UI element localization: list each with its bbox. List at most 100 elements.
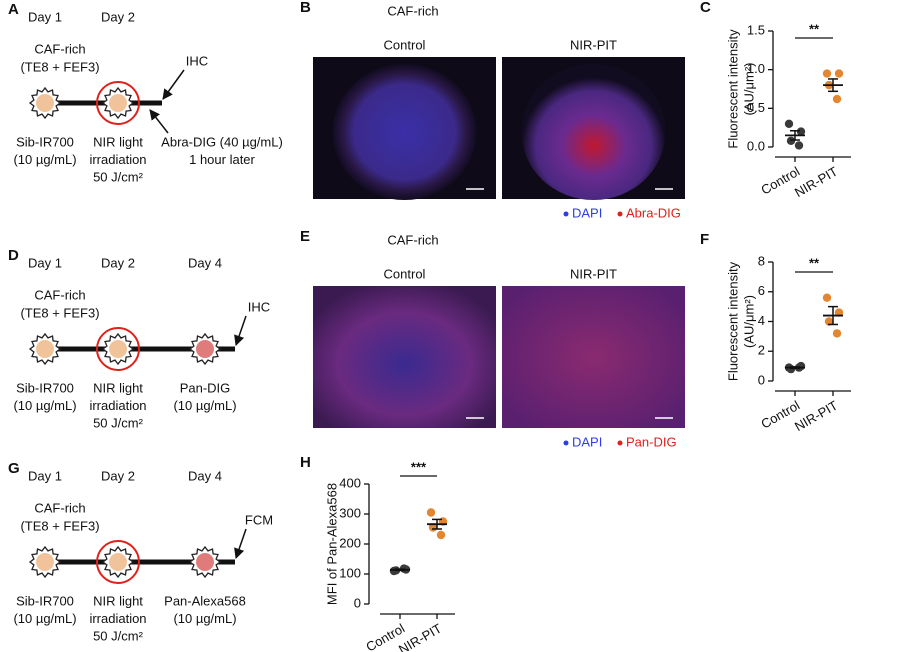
y-axis-label: MFI of Pan-Alexa568 [324,483,339,605]
day-label: Day 1 [28,468,62,483]
cell-body [109,553,127,571]
cell-body [36,94,54,112]
panel-label: F [700,231,709,248]
legend-label: DAPI [572,434,602,449]
day-label: Day 2 [101,468,135,483]
legend-label: Pan-DIG [626,434,677,449]
step-label: (10 µg/mL) [173,611,236,626]
day-label: Day 2 [101,9,135,24]
legend-dot [563,211,569,217]
day-label: Day 4 [188,468,222,483]
y-tick-label: 8 [758,253,765,268]
x-tick-label: NIR-PIT [792,164,840,200]
step-label: Sib-IR700 [16,593,74,608]
data-point [794,141,804,150]
x-tick-label: NIR-PIT [396,621,444,652]
readout-label: IHC [248,299,270,314]
panel-title: CAF-rich [387,3,438,18]
step-label: irradiation [89,398,146,413]
y-tick-label: 200 [339,535,361,550]
legend-dot [617,211,623,217]
irradiation-ring [96,540,140,584]
day-label: Day 2 [101,255,135,270]
data-point [784,119,794,128]
step-label: Sib-IR700 [16,134,74,149]
data-point [426,508,436,517]
x-tick-label: NIR-PIT [792,398,840,434]
cell-body [109,340,127,358]
data-point [822,293,832,302]
panel-label: G [8,460,20,477]
arrow [234,528,247,559]
panel-label: H [300,454,311,471]
y-tick-label: 0 [758,372,765,387]
probe-label: Abra-DIG (40 µg/mL) [161,134,283,149]
cell-body [109,94,127,112]
step-label: Pan-DIG [180,380,231,395]
cell-body [196,553,214,571]
arrow [149,109,169,134]
y-tick-label: 0.5 [747,100,765,115]
micrograph [313,286,496,428]
step-label: (10 µg/mL) [173,398,236,413]
y-tick-label: 400 [339,475,361,490]
data-point [786,136,796,146]
cell-body [36,553,54,571]
day-label: Day 1 [28,255,62,270]
y-tick-label: 6 [758,283,765,298]
step-label: irradiation [89,611,146,626]
readout-label: FCM [245,512,273,527]
cell-body [36,340,54,358]
column-label: NIR-PIT [570,266,617,281]
step-label: Pan-Alexa568 [164,593,246,608]
step-label: 50 J/cm² [93,415,144,430]
culture-label: (TE8 + FEF3) [20,518,99,533]
y-tick-label: 1.5 [747,22,765,37]
irradiation-ring [96,327,140,371]
data-point [834,69,844,78]
readout-label: IHC [186,53,208,68]
step-label: (10 µg/mL) [13,611,76,626]
legend-label: DAPI [572,205,602,220]
column-label: NIR-PIT [570,37,617,52]
micrograph [502,286,685,428]
cell-body [196,340,214,358]
data-point [832,94,842,104]
significance-label: ** [809,255,820,270]
step-label: NIR light [93,380,143,395]
y-tick-label: 0.0 [747,138,765,153]
y-axis-label: Fluorescent intensity [725,29,740,149]
y-tick-label: 4 [758,313,765,328]
step-label: 50 J/cm² [93,169,144,184]
day-label: Day 1 [28,9,62,24]
probe-label: 1 hour later [189,152,255,167]
step-label: (10 µg/mL) [13,398,76,413]
panel-label: D [8,247,19,264]
data-point [436,530,446,540]
arrow [234,315,247,346]
step-label: 50 J/cm² [93,628,144,643]
legend-label: Abra-DIG [626,205,681,220]
step-label: (10 µg/mL) [13,152,76,167]
culture-label: (TE8 + FEF3) [20,59,99,74]
significance-label: *** [411,459,427,474]
data-point [822,69,832,78]
panel-label: C [700,0,711,16]
significance-label: ** [809,21,820,36]
column-label: Control [384,266,426,281]
panel-title: CAF-rich [387,232,438,247]
culture-label: (TE8 + FEF3) [20,305,99,320]
panel-label: A [8,1,19,18]
data-point [824,317,834,326]
step-label: NIR light [93,134,143,149]
y-tick-label: 300 [339,505,361,520]
data-point [796,127,806,136]
day-label: Day 4 [188,255,222,270]
column-label: Control [384,37,426,52]
y-axis-label: (AU/μm²) [741,63,756,116]
culture-label: CAF-rich [34,500,85,515]
y-tick-label: 0 [354,595,361,610]
arrow [162,69,185,100]
y-axis-label: Fluorescent intensity [725,261,740,381]
